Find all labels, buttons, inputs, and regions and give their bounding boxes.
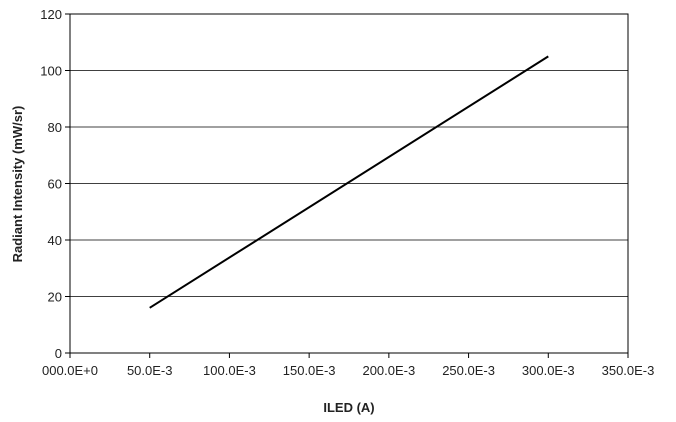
y-axis-label: Radiant Intensity (mW/sr) bbox=[10, 106, 25, 263]
x-tick-label: 200.0E-3 bbox=[362, 363, 415, 378]
y-tick-label: 80 bbox=[48, 120, 62, 135]
x-tick-label: 250.0E-3 bbox=[442, 363, 495, 378]
series-layer bbox=[149, 55, 549, 309]
tick-labels: 0 20 40 60 80 100 120 000.0E+0 50.0E-3 100.0E-3 15… bbox=[40, 7, 654, 378]
y-tick-label: 0 bbox=[55, 346, 62, 361]
series-line bbox=[149, 55, 549, 309]
y-tick-label: 120 bbox=[40, 7, 62, 22]
x-axis-label: ILED (A) bbox=[323, 400, 374, 415]
y-tick-label: 100 bbox=[40, 64, 62, 79]
y-tick-label: 60 bbox=[48, 177, 62, 192]
axes bbox=[65, 13, 629, 358]
x-tick-label: 50.0E-3 bbox=[127, 363, 173, 378]
x-tick-label: 300.0E-3 bbox=[522, 363, 575, 378]
y-tick-label: 40 bbox=[48, 233, 62, 248]
x-tick-label: 150.0E-3 bbox=[283, 363, 336, 378]
x-tick-label: 350.0E-3 bbox=[602, 363, 655, 378]
x-tick-label: 000.0E+0 bbox=[42, 363, 98, 378]
grid-lines bbox=[70, 70, 628, 297]
x-tick-label: 100.0E-3 bbox=[203, 363, 256, 378]
y-tick-label: 20 bbox=[48, 290, 62, 305]
